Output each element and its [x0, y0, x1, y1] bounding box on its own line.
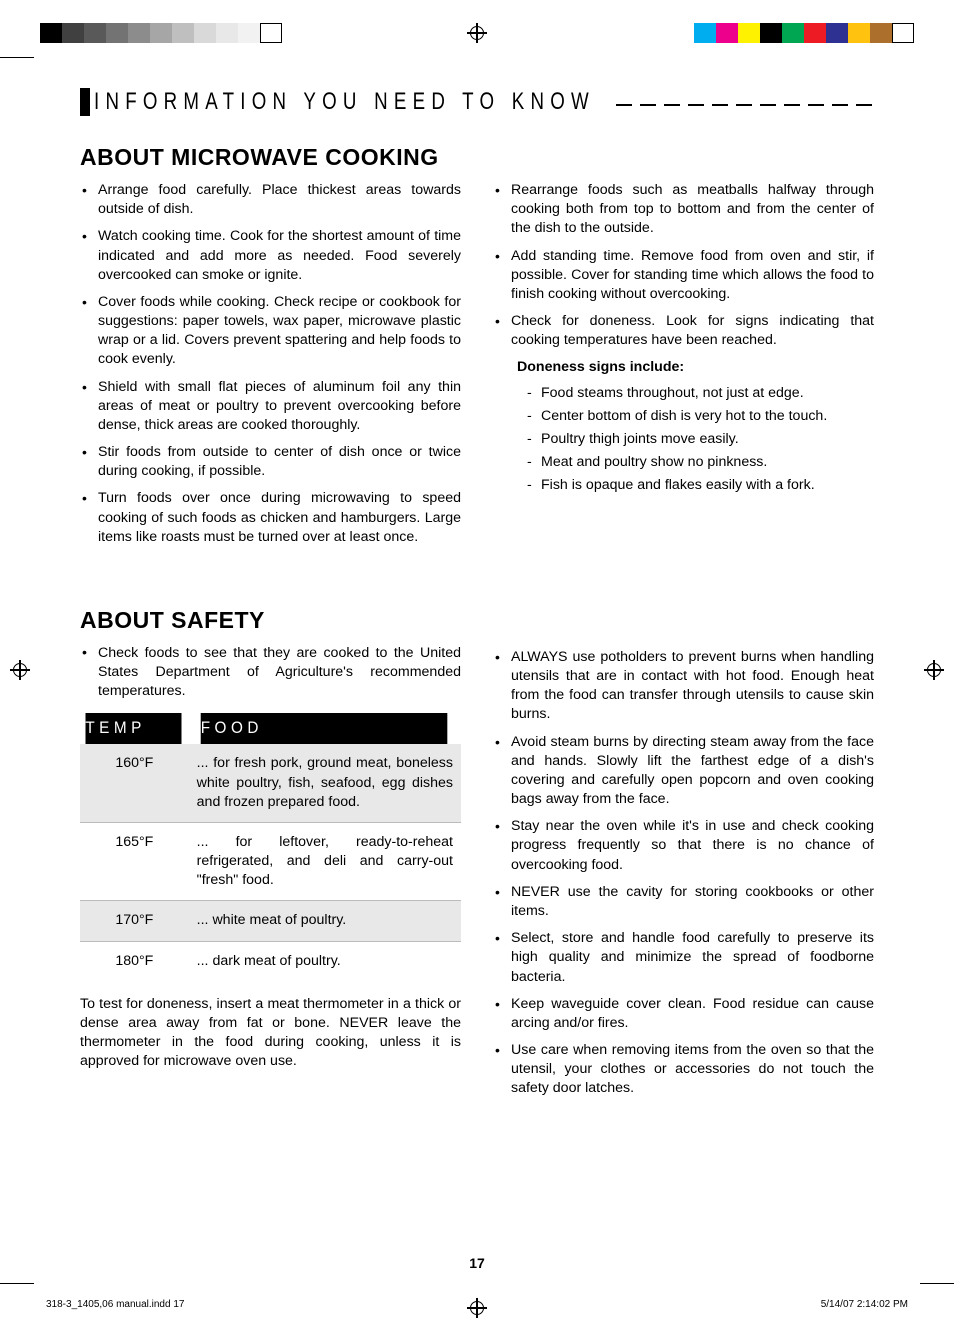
- list-item: Shield with small flat pieces of aluminu…: [98, 378, 461, 436]
- footer-left: 318-3_1405,06 manual.indd 17: [46, 1299, 184, 1310]
- list-item: ALWAYS use potholders to prevent burns w…: [511, 648, 874, 725]
- list-item: Cover foods while cooking. Check recipe …: [98, 293, 461, 370]
- list-item: Check for doneness. Look for signs indic…: [511, 312, 874, 350]
- header-bar-icon: [80, 88, 90, 116]
- list-item: Watch cooking time. Cook for the shortes…: [98, 227, 461, 285]
- table-row: 165°F... for leftover, ready-to-reheat r…: [80, 822, 461, 901]
- safety-section: ABOUT SAFETY Check foods to see that the…: [80, 607, 874, 1107]
- list-item: Food steams throughout, not just at edge…: [541, 384, 874, 403]
- food-cell: ... for fresh pork, ground meat, boneles…: [187, 744, 461, 822]
- list-item: Use care when removing items from the ov…: [511, 1041, 874, 1099]
- list-item: Add standing time. Remove food from oven…: [511, 247, 874, 305]
- safety-heading: ABOUT SAFETY: [80, 607, 874, 634]
- crop-mark: [0, 57, 34, 58]
- temp-cell: 170°F: [80, 901, 187, 941]
- page-content: INFORMATION YOU NEED TO KNOW ABOUT MICRO…: [80, 88, 874, 1281]
- cooking-left-col: Arrange food carefully. Place thickest a…: [80, 181, 461, 555]
- registration-mark-left: [10, 660, 30, 680]
- temp-cell: 180°F: [80, 941, 187, 981]
- list-item: Stir foods from outside to center of dis…: [98, 443, 461, 481]
- registration-mark-top: [467, 23, 487, 43]
- list-item: Arrange food carefully. Place thickest a…: [98, 181, 461, 219]
- footer-right: 5/14/07 2:14:02 PM: [821, 1299, 908, 1310]
- list-item: Stay near the oven while it's in use and…: [511, 817, 874, 875]
- list-item: Center bottom of dish is very hot to the…: [541, 407, 874, 426]
- registration-mark-right: [924, 660, 944, 680]
- list-item: Meat and poultry show no pinkness.: [541, 453, 874, 472]
- header-dashes: [616, 93, 874, 111]
- after-table-text: To test for doneness, insert a meat ther…: [80, 995, 461, 1072]
- list-item: Select, store and handle food carefully …: [511, 929, 874, 987]
- safety-left-col: Check foods to see that they are cooked …: [80, 644, 461, 1107]
- list-item: Turn foods over once during microwaving …: [98, 489, 461, 547]
- section-header: INFORMATION YOU NEED TO KNOW: [80, 88, 874, 116]
- table-row: 180°F... dark meat of poultry.: [80, 941, 461, 981]
- cooking-heading: ABOUT MICROWAVE COOKING: [80, 144, 874, 171]
- temp-cell: 160°F: [80, 744, 187, 822]
- cooking-right-col: Rearrange foods such as meatballs halfwa…: [493, 181, 874, 555]
- table-header-food: FOOD: [200, 713, 447, 744]
- list-item: Rearrange foods such as meatballs halfwa…: [511, 181, 874, 239]
- crop-mark: [0, 1283, 34, 1284]
- doneness-label: Doneness signs include:: [517, 358, 874, 377]
- list-item: Poultry thigh joints move easily.: [541, 430, 874, 449]
- page-number: 17: [0, 1255, 954, 1271]
- temp-cell: 165°F: [80, 822, 187, 901]
- list-item: Keep waveguide cover clean. Food residue…: [511, 995, 874, 1033]
- footer: 318-3_1405,06 manual.indd 17 5/14/07 2:1…: [46, 1299, 908, 1310]
- safety-intro: Check foods to see that they are cooked …: [80, 644, 461, 702]
- table-row: 160°F... for fresh pork, ground meat, bo…: [80, 744, 461, 822]
- table-row: 170°F... white meat of poultry.: [80, 901, 461, 941]
- section-title: INFORMATION YOU NEED TO KNOW: [94, 88, 595, 116]
- safety-right-col: ALWAYS use potholders to prevent burns w…: [493, 644, 874, 1107]
- table-header-temp: TEMP: [85, 713, 181, 744]
- food-cell: ... white meat of poultry.: [187, 901, 461, 941]
- food-cell: ... for leftover, ready-to-reheat refrig…: [187, 822, 461, 901]
- crop-mark: [920, 1283, 954, 1284]
- list-item: Fish is opaque and flakes easily with a …: [541, 476, 874, 495]
- list-item: Avoid steam burns by directing steam awa…: [511, 733, 874, 810]
- list-item: NEVER use the cavity for storing cookboo…: [511, 883, 874, 921]
- cooking-columns: Arrange food carefully. Place thickest a…: [80, 181, 874, 555]
- food-cell: ... dark meat of poultry.: [187, 941, 461, 981]
- temperature-table: TEMP FOOD 160°F... for fresh pork, groun…: [80, 713, 461, 980]
